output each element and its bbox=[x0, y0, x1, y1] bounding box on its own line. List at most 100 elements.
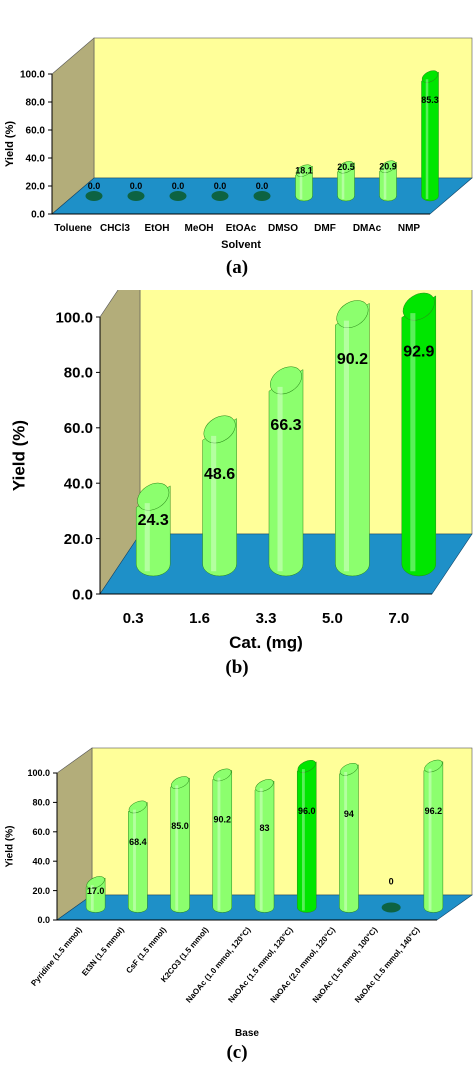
y-tick-label: 20.0 bbox=[64, 531, 93, 548]
data-label: 0.0 bbox=[256, 181, 269, 191]
data-label: 96.2 bbox=[425, 806, 443, 816]
data-label: 92.9 bbox=[403, 343, 434, 360]
data-label: 0 bbox=[389, 877, 394, 887]
x-tick-label: MeOH bbox=[185, 223, 214, 234]
y-tick-label: 80.0 bbox=[26, 98, 46, 109]
data-label: 83 bbox=[259, 823, 269, 833]
x-tick-label: DMSO bbox=[268, 223, 298, 234]
bar-top-cap bbox=[128, 800, 147, 814]
data-label: 0.0 bbox=[88, 181, 101, 191]
y-tick-label: 60.0 bbox=[32, 827, 50, 837]
x-tick-label: DMAc bbox=[353, 223, 382, 234]
bar bbox=[212, 770, 233, 913]
data-label: 96.0 bbox=[298, 806, 316, 816]
bar-shadow bbox=[211, 191, 229, 201]
y-tick-label: 40.0 bbox=[26, 154, 46, 165]
x-axis-label: Base bbox=[235, 1028, 259, 1039]
bar-top-cap bbox=[213, 768, 232, 782]
data-label: 66.3 bbox=[270, 417, 301, 434]
base-yield-chart: 0.0 20.0 40.0 60.0 80.0 100.0 Yield (%) 17.0 Pyr… bbox=[5, 747, 473, 1063]
bar bbox=[423, 761, 444, 913]
bar bbox=[128, 802, 148, 913]
x-axis-label: Solvent bbox=[221, 239, 261, 251]
y-tick-label: 60.0 bbox=[64, 420, 93, 437]
data-label: 0.0 bbox=[172, 181, 185, 191]
data-label: 18.1 bbox=[295, 165, 313, 175]
data-label: 68.4 bbox=[129, 837, 147, 847]
chart-panel-a: 0.0 20.0 40.0 60.0 80.0 100.0 Yield (%) 0.0 Tolu… bbox=[0, 0, 474, 290]
x-tick-label: 1.6 bbox=[189, 610, 210, 627]
panel-caption: (a) bbox=[226, 257, 248, 278]
y-tick-label: 0.0 bbox=[72, 586, 93, 603]
bar-top-cap bbox=[295, 164, 313, 177]
data-label: 0.0 bbox=[130, 181, 143, 191]
bar-top-cap bbox=[86, 876, 105, 889]
bar-top-cap bbox=[379, 160, 397, 173]
y-tick-label: 0.0 bbox=[31, 210, 45, 221]
data-label: 48.6 bbox=[204, 466, 235, 483]
data-label: 24.3 bbox=[138, 512, 169, 529]
x-tick-label: 5.0 bbox=[322, 610, 343, 627]
data-label: 0.0 bbox=[214, 181, 227, 191]
y-axis-label: Yield (%) bbox=[4, 121, 16, 167]
back-wall bbox=[93, 37, 473, 179]
y-tick-label: 80.0 bbox=[64, 365, 93, 382]
data-label: 17.0 bbox=[87, 886, 105, 896]
bar bbox=[254, 780, 275, 913]
data-label: 85.3 bbox=[421, 95, 439, 105]
bar bbox=[335, 302, 370, 577]
bar bbox=[296, 761, 317, 913]
solvent-yield-chart: 0.0 20.0 40.0 60.0 80.0 100.0 Yield (%) 0.0 Tolu… bbox=[4, 37, 473, 278]
bar-shadow bbox=[381, 902, 401, 913]
bar-top-cap bbox=[137, 482, 170, 511]
bar-top-cap bbox=[421, 70, 439, 83]
bar-top-cap bbox=[297, 760, 316, 773]
bar-top-cap bbox=[339, 762, 359, 776]
x-tick-label: 3.3 bbox=[256, 610, 277, 627]
y-tick-label: 100.0 bbox=[20, 70, 45, 81]
x-tick-label: 0.3 bbox=[123, 610, 144, 627]
bar-shadow bbox=[169, 191, 187, 201]
x-tick-label: NMP bbox=[398, 223, 421, 234]
x-tick-label: CsF (1.5 mmol) bbox=[124, 925, 168, 975]
y-axis-label: Yield (%) bbox=[5, 826, 16, 868]
data-label: 20.5 bbox=[337, 162, 355, 172]
x-tick-label: Et3N (1.5 mmol) bbox=[80, 925, 126, 977]
y-tick-label: 40.0 bbox=[32, 856, 50, 866]
y-tick-label: 20.0 bbox=[32, 886, 50, 896]
y-tick-label: 40.0 bbox=[64, 475, 93, 492]
y-tick-label: 100.0 bbox=[27, 768, 50, 778]
bar-top-cap bbox=[336, 300, 369, 329]
chart-panel-c: 0.0 20.0 40.0 60.0 80.0 100.0 Yield (%) 17.0 Pyr… bbox=[0, 690, 474, 1063]
bar bbox=[421, 71, 439, 202]
chart-panel-b: 0.0 20.0 40.0 60.0 80.0 100.0 Yield (%) 24.3 0.3… bbox=[0, 256, 474, 690]
bar bbox=[339, 764, 359, 913]
data-label: 90.2 bbox=[214, 815, 232, 825]
x-tick-label: Pyridine (1.5 mmol) bbox=[29, 925, 84, 988]
back-wall bbox=[91, 747, 473, 896]
y-tick-label: 0.0 bbox=[37, 915, 50, 925]
x-axis-label: Cat. (mg) bbox=[229, 633, 303, 652]
bar bbox=[170, 777, 190, 913]
data-label: 94 bbox=[344, 809, 354, 819]
bar bbox=[202, 418, 237, 577]
panel-caption: (c) bbox=[226, 1042, 247, 1063]
catalyst-yield-chart: 0.0 20.0 40.0 60.0 80.0 100.0 Yield (%) 24.3 0.3… bbox=[9, 256, 473, 678]
bar-top-cap bbox=[203, 415, 236, 444]
x-tick-label: 7.0 bbox=[388, 610, 409, 627]
bar bbox=[401, 295, 437, 577]
bar-top-cap bbox=[424, 759, 443, 773]
bar-top-cap bbox=[270, 366, 302, 395]
y-axis-label: Yield (%) bbox=[9, 420, 28, 491]
bar-top-cap bbox=[402, 292, 435, 321]
bar-top-cap bbox=[255, 779, 274, 792]
panel-caption: (b) bbox=[225, 657, 248, 678]
bar bbox=[268, 369, 304, 577]
y-tick-label: 80.0 bbox=[32, 798, 50, 808]
bar-shadow bbox=[253, 191, 271, 201]
bar-top-cap bbox=[170, 776, 190, 789]
data-label: 20.9 bbox=[379, 161, 397, 171]
bar-top-cap bbox=[337, 161, 355, 174]
bar-shadow bbox=[85, 191, 103, 201]
y-tick-label: 20.0 bbox=[26, 182, 46, 193]
